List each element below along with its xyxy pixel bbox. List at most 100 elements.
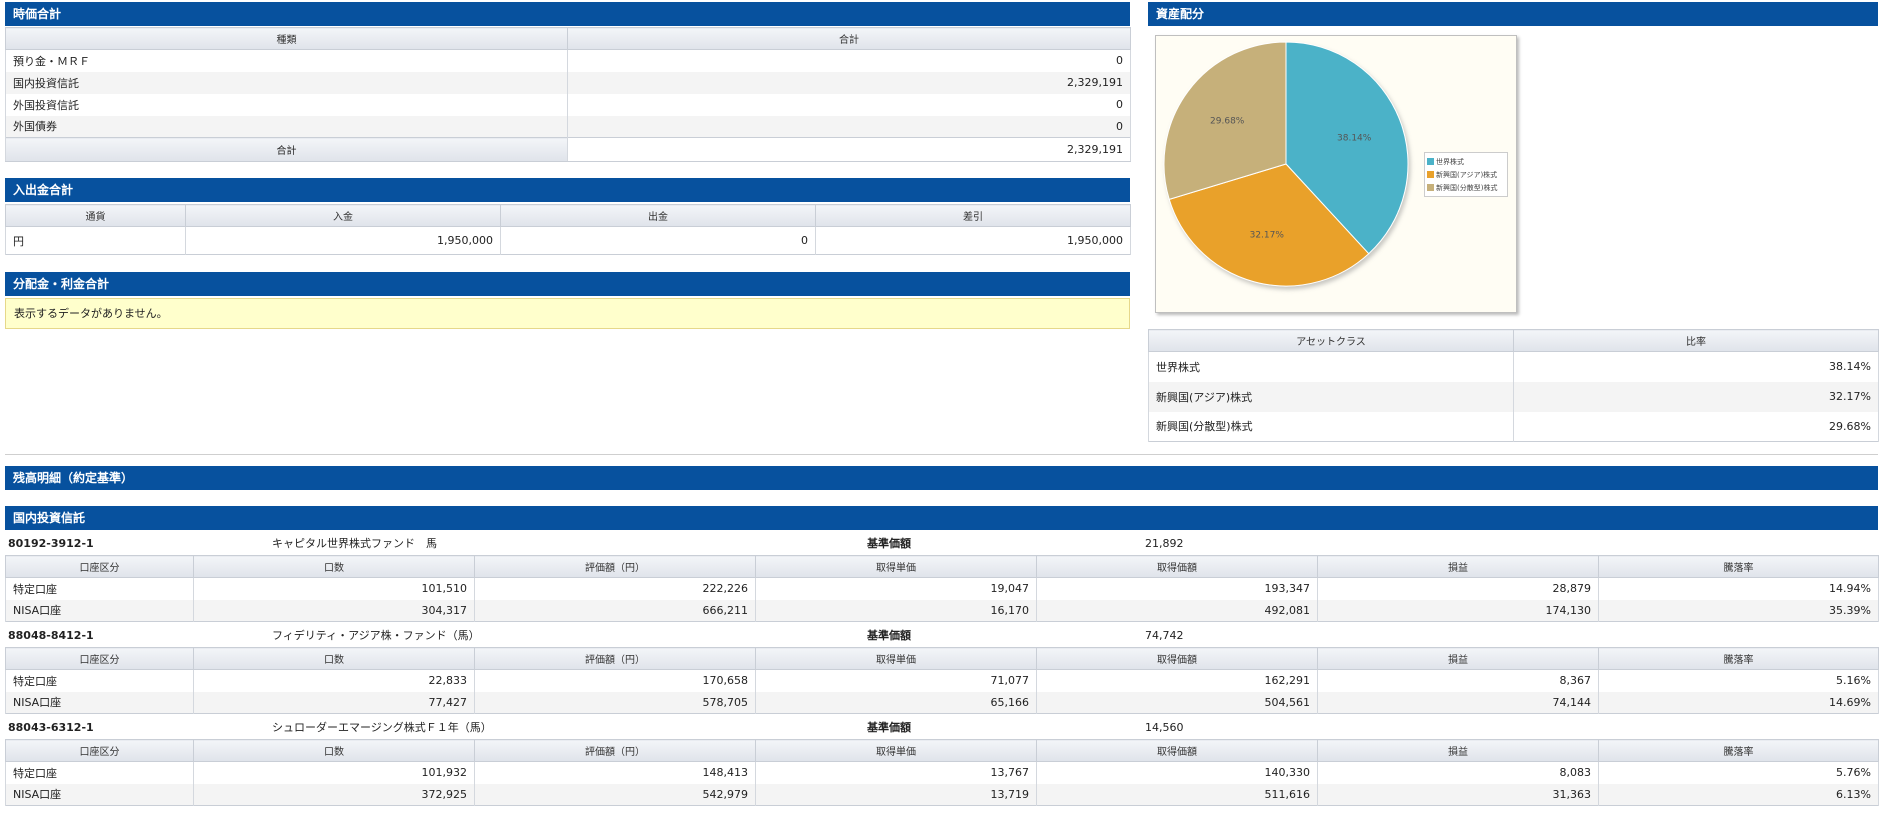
table-row: 新興国(分散型)株式 29.68% [1148, 411, 1879, 442]
cost-cell: 162,291 [1036, 669, 1318, 692]
units-cell: 22,833 [193, 669, 475, 692]
rate-cell: 6.13% [1598, 783, 1879, 806]
table-row: 預り金・ＭＲＦ 0 [5, 49, 1131, 72]
fund-name[interactable]: フィデリティ・アジア株・ファンド（馬） [272, 629, 480, 642]
fund-code[interactable]: 88048-8412-1 [8, 629, 94, 642]
fund-name[interactable]: キャピタル世界株式ファンド 馬 [272, 537, 437, 550]
chart-legend: 世界株式 新興国(アジア)株式 新興国(分散型)株式 [1424, 152, 1508, 197]
unit-cost-cell: 71,077 [755, 669, 1037, 692]
col-unit-cost: 取得単価 [755, 739, 1037, 762]
value-cell: 170,658 [474, 669, 756, 692]
unit-cost-cell: 19,047 [755, 577, 1037, 600]
col-net: 差引 [815, 204, 1131, 227]
col-ratio: 比率 [1513, 329, 1879, 352]
cost-cell: 193,347 [1036, 577, 1318, 600]
pl-cell: 8,083 [1317, 761, 1599, 784]
account-cell: 特定口座 [5, 577, 194, 600]
total-cell: 2,329,191 [567, 71, 1131, 94]
col-rate: 騰落率 [1598, 739, 1879, 762]
legend-swatch [1427, 184, 1434, 191]
base-price-label: 基準価額 [867, 629, 911, 642]
units-cell: 304,317 [193, 599, 475, 622]
fund-title-row: 88048-8412-1 フィデリティ・アジア株・ファンド（馬） 基準価額 74… [5, 624, 1878, 647]
col-asset-class: アセットクラス [1148, 329, 1514, 352]
fund-holdings-table: 口座区分 口数 評価額（円） 取得単価 取得価額 損益 騰落率 特定口座 22,833 170,6… [5, 647, 1879, 714]
pl-cell: 31,363 [1317, 783, 1599, 806]
base-price-label: 基準価額 [867, 537, 911, 550]
pie-value-label: 38.14% [1337, 133, 1372, 143]
distribution-header: 分配金・利金合計 [5, 272, 1130, 296]
col-units: 口数 [193, 555, 475, 578]
asset-allocation-table: アセットクラス 比率 世界株式 38.14% 新興国(アジア)株式 32.17%… [1148, 329, 1879, 442]
table-row: 外国債券 0 [5, 115, 1131, 138]
value-cell: 542,979 [474, 783, 756, 806]
type-cell: 外国債券 [5, 115, 568, 138]
legend-label: 世界株式 [1436, 157, 1464, 166]
total-label: 合計 [5, 137, 568, 162]
units-cell: 372,925 [193, 783, 475, 806]
table-row: 新興国(アジア)株式 32.17% [1148, 381, 1879, 412]
col-pl: 損益 [1317, 555, 1599, 578]
market-value-table: 種類 合計 預り金・ＭＲＦ 0 国内投資信託 2,329,191 外国投資信託 … [5, 27, 1131, 162]
cash-flow-table: 通貨 入金 出金 差引 円 1,950,000 0 1,950,000 [5, 204, 1131, 255]
fund-code[interactable]: 80192-3912-1 [8, 537, 94, 550]
account-cell: 特定口座 [5, 669, 194, 692]
type-cell: 預り金・ＭＲＦ [5, 49, 568, 72]
rate-cell: 35.39% [1598, 599, 1879, 622]
pie-slice[interactable] [1285, 41, 1409, 255]
asset-class-cell: 新興国(アジア)株式 [1148, 381, 1514, 412]
col-deposit: 入金 [185, 204, 501, 227]
col-withdrawal: 出金 [500, 204, 816, 227]
col-currency: 通貨 [5, 204, 186, 227]
cost-cell: 140,330 [1036, 761, 1318, 784]
table-row: 特定口座 22,833 170,658 71,077 162,291 8,367 5.16% [5, 669, 1879, 692]
cost-cell: 511,616 [1036, 783, 1318, 806]
base-price-label: 基準価額 [867, 721, 911, 734]
ratio-cell: 38.14% [1513, 351, 1879, 382]
asset-allocation-header: 資産配分 [1148, 2, 1878, 26]
allocation-pie-chart: 38.14% 32.17% 29.68% 世界株式 新興国(アジア)株式 新興国(分… [1155, 35, 1517, 313]
table-row: NISA口座 77,427 578,705 65,166 504,561 74,144 14… [5, 691, 1879, 714]
ratio-cell: 32.17% [1513, 381, 1879, 412]
fund-code[interactable]: 88043-6312-1 [8, 721, 94, 734]
col-account: 口座区分 [5, 739, 194, 762]
asset-class-cell: 世界株式 [1148, 351, 1514, 382]
legend-swatch [1427, 171, 1434, 178]
fund-title-row: 80192-3912-1 キャピタル世界株式ファンド 馬 基準価額 21,892 [5, 532, 1878, 555]
base-price-value: 14,560 [1145, 721, 1184, 734]
pl-cell: 74,144 [1317, 691, 1599, 714]
account-cell: NISA口座 [5, 599, 194, 622]
rate-cell: 14.69% [1598, 691, 1879, 714]
col-unit-cost: 取得単価 [755, 647, 1037, 670]
fund-name[interactable]: シュローダーエマージング株式Ｆ１年（馬） [272, 721, 492, 734]
col-account: 口座区分 [5, 555, 194, 578]
value-cell: 222,226 [474, 577, 756, 600]
col-cost: 取得価額 [1036, 555, 1318, 578]
table-row: 外国投資信託 0 [5, 93, 1131, 116]
account-cell: NISA口座 [5, 783, 194, 806]
legend-item: 新興国(アジア)株式 [1427, 168, 1505, 181]
legend-item: 新興国(分散型)株式 [1427, 181, 1505, 194]
unit-cost-cell: 16,170 [755, 599, 1037, 622]
total-row: 合計 2,329,191 [5, 137, 1131, 162]
account-cell: NISA口座 [5, 691, 194, 714]
table-row: 特定口座 101,510 222,226 19,047 193,347 28,879 14.… [5, 577, 1879, 600]
unit-cost-cell: 65,166 [755, 691, 1037, 714]
col-units: 口数 [193, 739, 475, 762]
units-cell: 77,427 [193, 691, 475, 714]
pie-slice[interactable] [1163, 41, 1287, 201]
pl-cell: 8,367 [1317, 669, 1599, 692]
pie-value-label: 29.68% [1210, 116, 1245, 126]
table-row: 世界株式 38.14% [1148, 351, 1879, 382]
pie-svg: 38.14% 32.17% 29.68% [1163, 41, 1409, 287]
deposit-cell: 1,950,000 [185, 226, 501, 255]
base-price-value: 21,892 [1145, 537, 1184, 550]
pie-slice[interactable] [1168, 163, 1370, 287]
col-type: 種類 [5, 27, 568, 50]
account-cell: 特定口座 [5, 761, 194, 784]
col-pl: 損益 [1317, 739, 1599, 762]
legend-label: 新興国(分散型)株式 [1436, 183, 1498, 192]
withdrawal-cell: 0 [500, 226, 816, 255]
cost-cell: 492,081 [1036, 599, 1318, 622]
total-cell: 0 [567, 115, 1131, 138]
